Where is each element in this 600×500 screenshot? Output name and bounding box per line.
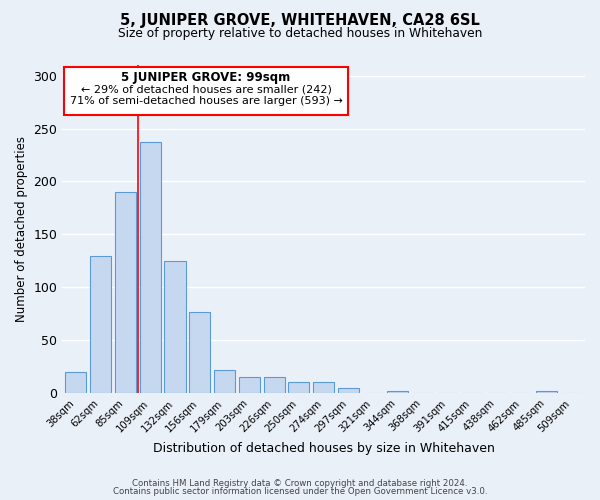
- Text: Contains public sector information licensed under the Open Government Licence v3: Contains public sector information licen…: [113, 487, 487, 496]
- Bar: [115, 192, 136, 393]
- Text: Size of property relative to detached houses in Whitehaven: Size of property relative to detached ho…: [118, 28, 482, 40]
- Bar: [536, 391, 557, 393]
- Text: 5 JUNIPER GROVE: 99sqm: 5 JUNIPER GROVE: 99sqm: [121, 72, 290, 85]
- Bar: [65, 372, 86, 393]
- Bar: [214, 370, 235, 393]
- Text: 5, JUNIPER GROVE, WHITEHAVEN, CA28 6SL: 5, JUNIPER GROVE, WHITEHAVEN, CA28 6SL: [120, 12, 480, 28]
- X-axis label: Distribution of detached houses by size in Whitehaven: Distribution of detached houses by size …: [153, 442, 494, 455]
- Text: 71% of semi-detached houses are larger (593) →: 71% of semi-detached houses are larger (…: [70, 96, 343, 106]
- Bar: [338, 388, 359, 393]
- FancyBboxPatch shape: [64, 67, 349, 115]
- Y-axis label: Number of detached properties: Number of detached properties: [15, 136, 28, 322]
- Text: Contains HM Land Registry data © Crown copyright and database right 2024.: Contains HM Land Registry data © Crown c…: [132, 478, 468, 488]
- Bar: [313, 382, 334, 393]
- Bar: [239, 378, 260, 393]
- Bar: [263, 378, 284, 393]
- Bar: [140, 142, 161, 393]
- Bar: [164, 261, 185, 393]
- Bar: [189, 312, 211, 393]
- Bar: [388, 391, 409, 393]
- Bar: [289, 382, 310, 393]
- Text: ← 29% of detached houses are smaller (242): ← 29% of detached houses are smaller (24…: [80, 84, 331, 94]
- Bar: [90, 256, 111, 393]
